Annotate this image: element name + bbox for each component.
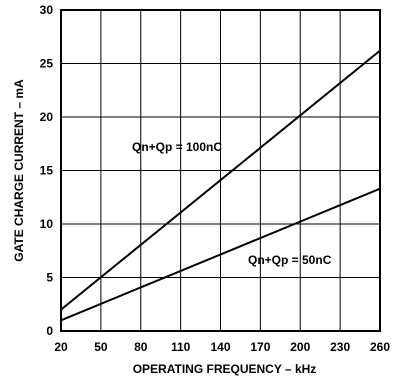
series-label-50nc: Qn+Qp = 50nC xyxy=(248,253,332,267)
x-tick-labels: 20 50 80 110 140 170 200 230 260 xyxy=(54,340,390,354)
x-tick-label: 200 xyxy=(290,340,310,354)
y-tick-labels: 0 5 10 15 20 25 30 xyxy=(40,3,54,338)
y-tick-label: 15 xyxy=(40,164,54,178)
y-tick-label: 25 xyxy=(40,57,54,71)
series-label-100nc: Qn+Qp = 100nC xyxy=(132,140,222,154)
x-tick-label: 140 xyxy=(210,340,230,354)
y-tick-label: 20 xyxy=(40,110,54,124)
series-line-100nc xyxy=(60,49,381,311)
series-line-50nc xyxy=(60,187,381,322)
series-lines xyxy=(60,49,381,322)
grid xyxy=(60,9,381,332)
x-tick-label: 170 xyxy=(250,340,270,354)
y-axis-label: GATE CHARGE CURRENT – mA xyxy=(12,79,26,262)
y-tick-label: 10 xyxy=(40,217,54,231)
x-tick-label: 260 xyxy=(370,340,390,354)
x-tick-label: 110 xyxy=(171,340,191,354)
x-tick-label: 20 xyxy=(54,340,68,354)
y-tick-label: 5 xyxy=(46,271,53,285)
x-axis-label: OPERATING FREQUENCY – kHz xyxy=(133,362,317,376)
x-tick-label: 50 xyxy=(94,340,108,354)
x-tick-label: 230 xyxy=(330,340,350,354)
y-tick-label: 0 xyxy=(46,324,53,338)
y-tick-label: 30 xyxy=(40,3,54,17)
x-tick-label: 80 xyxy=(134,340,148,354)
plot-frame xyxy=(60,9,381,332)
annotations: Qn+Qp = 100nC Qn+Qp = 50nC xyxy=(132,140,332,267)
